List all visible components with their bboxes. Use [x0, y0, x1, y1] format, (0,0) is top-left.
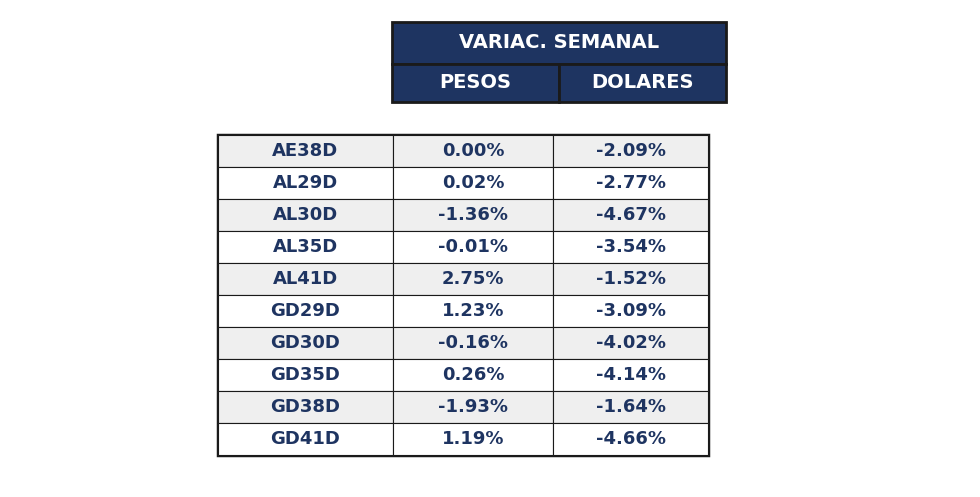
Bar	[553, 231, 708, 263]
Bar	[553, 199, 708, 231]
Bar	[218, 167, 393, 199]
Text: PESOS: PESOS	[439, 74, 512, 92]
Text: -2.09%: -2.09%	[596, 142, 665, 160]
Text: 1.23%: 1.23%	[442, 302, 505, 320]
Bar	[553, 359, 708, 391]
Text: -4.02%: -4.02%	[596, 334, 665, 352]
Text: -3.54%: -3.54%	[596, 238, 665, 256]
Bar	[393, 295, 553, 327]
Text: -0.01%: -0.01%	[438, 238, 508, 256]
Bar	[553, 263, 708, 295]
Bar	[393, 199, 553, 231]
Text: -2.77%: -2.77%	[596, 174, 665, 192]
Text: GD29D: GD29D	[270, 302, 340, 320]
Text: -1.64%: -1.64%	[596, 398, 665, 416]
Text: 2.75%: 2.75%	[442, 270, 505, 288]
Bar	[218, 135, 708, 455]
Text: VARIAC. SEMANAL: VARIAC. SEMANAL	[459, 33, 660, 53]
Text: -1.52%: -1.52%	[596, 270, 665, 288]
Bar	[553, 167, 708, 199]
Bar	[393, 167, 553, 199]
Text: -1.36%: -1.36%	[438, 206, 508, 224]
Text: 1.19%: 1.19%	[442, 430, 505, 448]
Bar	[393, 135, 553, 167]
Bar	[218, 231, 393, 263]
Text: GD41D: GD41D	[270, 430, 340, 448]
Text: AL35D: AL35D	[272, 238, 338, 256]
Bar	[553, 391, 708, 423]
Bar	[218, 327, 393, 359]
Text: 0.26%: 0.26%	[442, 366, 505, 384]
Text: -4.14%: -4.14%	[596, 366, 665, 384]
Bar	[218, 391, 393, 423]
Bar	[393, 231, 553, 263]
Text: GD35D: GD35D	[270, 366, 340, 384]
Text: DOLARES: DOLARES	[591, 74, 694, 92]
Bar	[553, 135, 708, 167]
Text: GD30D: GD30D	[270, 334, 340, 352]
Bar	[392, 22, 726, 64]
Text: 0.00%: 0.00%	[442, 142, 505, 160]
Bar	[218, 359, 393, 391]
Bar	[553, 295, 708, 327]
Bar	[218, 295, 393, 327]
Text: -4.67%: -4.67%	[596, 206, 665, 224]
Bar	[559, 64, 726, 102]
Bar	[218, 199, 393, 231]
Bar	[218, 135, 393, 167]
Bar	[218, 263, 393, 295]
Text: AL41D: AL41D	[272, 270, 338, 288]
Bar	[393, 391, 553, 423]
Text: AL29D: AL29D	[272, 174, 338, 192]
Bar	[218, 423, 393, 455]
Bar	[392, 64, 559, 102]
Text: -3.09%: -3.09%	[596, 302, 665, 320]
Bar	[553, 327, 708, 359]
Bar	[393, 327, 553, 359]
Text: GD38D: GD38D	[270, 398, 340, 416]
Text: -4.66%: -4.66%	[596, 430, 665, 448]
Bar	[393, 423, 553, 455]
Bar	[393, 359, 553, 391]
Text: -1.93%: -1.93%	[438, 398, 508, 416]
Text: AL30D: AL30D	[272, 206, 338, 224]
Text: -0.16%: -0.16%	[438, 334, 508, 352]
Bar	[393, 263, 553, 295]
Text: AE38D: AE38D	[272, 142, 339, 160]
Bar	[553, 423, 708, 455]
Text: 0.02%: 0.02%	[442, 174, 505, 192]
